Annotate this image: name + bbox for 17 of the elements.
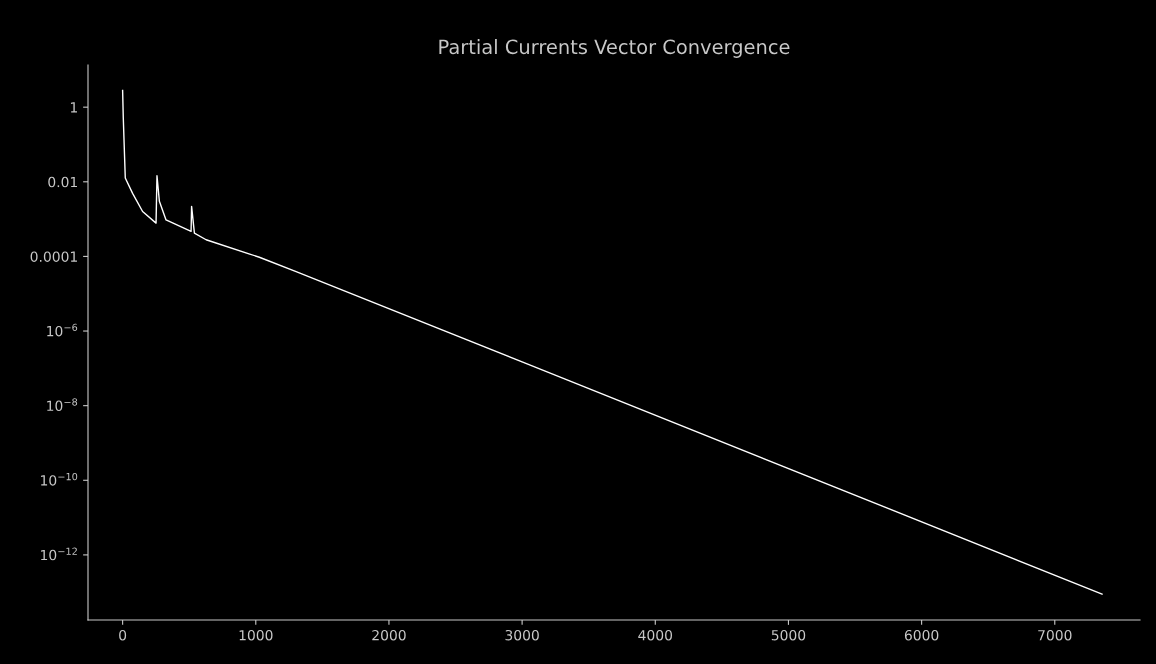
y-tick-label: 10$^{−10}$ — [41, 472, 78, 486]
chart-title: Partial Currents Vector Convergence — [439, 39, 790, 58]
y-tick-label: 10$^{−8}$ — [47, 398, 78, 412]
x-tick-label: 7000 — [1038, 629, 1072, 641]
x-tick-label: 4000 — [638, 629, 673, 641]
x-tick-label: 3000 — [505, 629, 539, 641]
y-tick-label: 0.0001 — [30, 251, 77, 262]
line-series — [121, 89, 1103, 595]
x-tick-label: 2000 — [372, 629, 406, 641]
y-tick-label: 10$^{−6}$ — [47, 323, 78, 337]
y-tick-label: 0.01 — [48, 176, 77, 188]
x-tick-label: 0 — [119, 629, 127, 641]
x-tick-label: 5000 — [771, 629, 806, 641]
y-tick-label: 10$^{−12}$ — [41, 547, 77, 561]
y-tick-label: 1 — [70, 102, 77, 113]
x-tick-label: 6000 — [904, 629, 939, 641]
x-tick-label: 1000 — [239, 629, 273, 641]
